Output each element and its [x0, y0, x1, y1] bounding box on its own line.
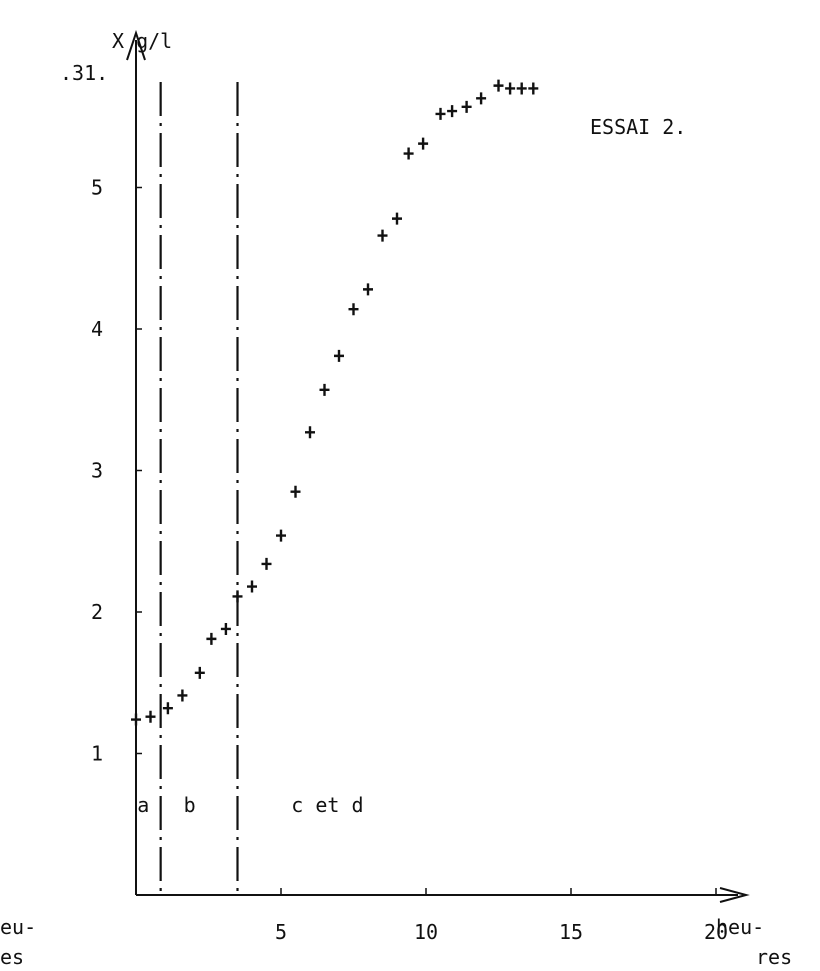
- x-axis-label-top: heu-: [716, 915, 764, 939]
- data-point-cross: [131, 713, 141, 726]
- x-tick-label: 10: [414, 920, 438, 944]
- data-point-cross: [290, 485, 301, 498]
- cut-label-bottom: es: [0, 945, 24, 969]
- data-point-cross: [348, 303, 359, 316]
- phase-label: a: [137, 793, 149, 817]
- x-tick-label: 5: [275, 920, 287, 944]
- data-point-cross: [220, 622, 231, 635]
- data-point-cross: [447, 105, 458, 118]
- data-point-cross: [516, 82, 527, 95]
- x-axis-arrow: [719, 887, 750, 903]
- data-point-cross: [377, 229, 388, 242]
- y-tick-label: 3: [91, 459, 103, 483]
- x-tick-label: 15: [559, 920, 583, 944]
- data-point-cross: [418, 137, 429, 150]
- data-point-cross: [145, 710, 156, 723]
- data-point-cross: [363, 283, 373, 296]
- phase-label: b: [184, 793, 196, 817]
- data-point-cross: [232, 590, 243, 603]
- data-point-cross: [162, 702, 173, 715]
- data-point-cross: [194, 666, 205, 679]
- cut-label-top: eu-: [0, 915, 36, 939]
- chart-title: ESSAI 2.: [590, 115, 686, 139]
- data-point-cross: [334, 349, 344, 362]
- y-tick-label: 5: [91, 176, 103, 200]
- data-point-cross: [461, 100, 472, 113]
- data-point-cross: [392, 212, 402, 225]
- tick-labels: 5 10 15 20 1 2 3 4 5: [91, 176, 728, 945]
- phase-boundaries: a b c et d: [137, 82, 364, 895]
- data-point-cross: [505, 82, 516, 95]
- data-point-cross: [261, 557, 272, 570]
- data-point-cross: [177, 689, 188, 702]
- y-axis-label: X g/l: [112, 29, 172, 53]
- data-point-cross: [528, 82, 539, 95]
- data-point-cross: [305, 426, 315, 439]
- data-point-cross: [247, 580, 257, 593]
- data-point-cross: [206, 632, 217, 645]
- data-point-cross: [493, 79, 504, 92]
- data-points: [131, 79, 539, 726]
- axes: [126, 29, 750, 903]
- x-axis-label-bottom: res: [756, 945, 792, 969]
- data-point-cross: [276, 529, 286, 542]
- data-point-cross: [476, 92, 487, 105]
- y-tick-label: 4: [91, 317, 103, 341]
- data-point-cross: [319, 383, 330, 396]
- x-tick-label: 20: [704, 920, 728, 944]
- phase-label: c et d: [291, 793, 363, 817]
- y-tick-label: 2: [91, 600, 103, 624]
- figure-label: .31.: [60, 61, 108, 85]
- data-point-cross: [403, 147, 414, 160]
- data-point-cross: [435, 107, 446, 120]
- y-tick-label: 1: [91, 742, 103, 766]
- y-axis-arrow: [126, 29, 146, 61]
